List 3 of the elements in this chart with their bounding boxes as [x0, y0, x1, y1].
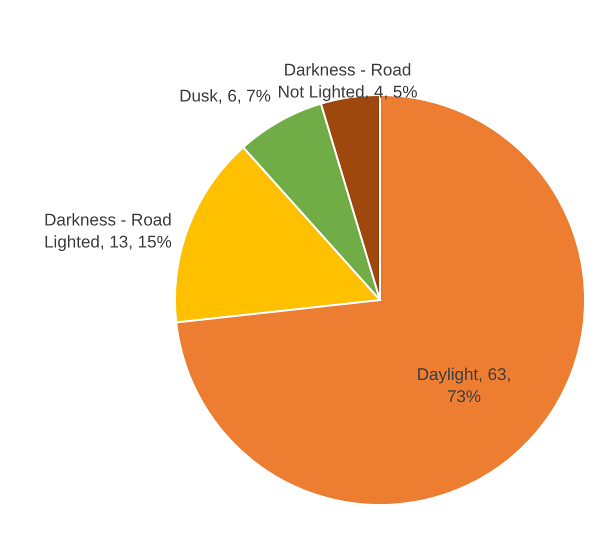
- slice-label: Darkness - Road Lighted, 13, 15%: [44, 210, 172, 252]
- slice-label: Dusk, 6, 7%: [179, 86, 271, 106]
- slice-label: Daylight, 63, 73%: [416, 365, 512, 406]
